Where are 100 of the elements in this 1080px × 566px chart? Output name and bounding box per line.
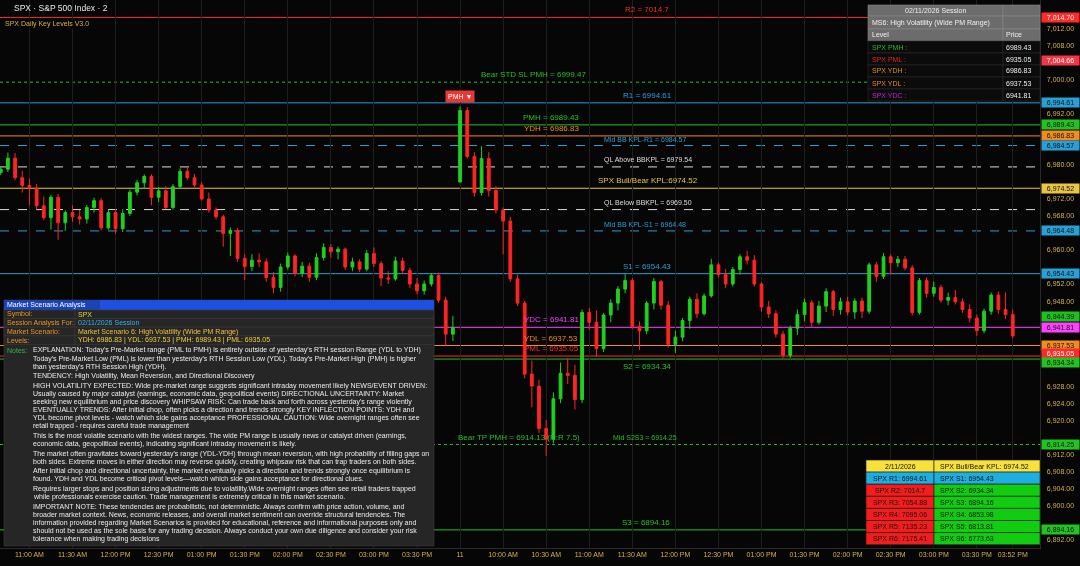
candlestick (558, 362, 563, 404)
candlestick (70, 204, 75, 223)
candlestick (1010, 309, 1015, 339)
candlestick (910, 264, 915, 316)
candlestick (92, 197, 96, 214)
candlestick (63, 209, 68, 232)
candlestick (888, 253, 893, 276)
candlestick (99, 197, 104, 231)
candlestick (41, 195, 46, 221)
candlestick (350, 257, 355, 272)
candlestick (795, 309, 800, 336)
candlestick (608, 298, 613, 323)
candlestick (680, 317, 685, 342)
candlestick (967, 303, 972, 323)
candlestick (163, 185, 168, 210)
candlestick (407, 267, 412, 289)
candlestick (386, 270, 391, 285)
candlestick (644, 300, 649, 335)
candlestick (651, 277, 656, 310)
candlestick (695, 292, 699, 319)
chart-title: SPX · S&P 500 Index · 2 (14, 2, 108, 13)
candlestick (659, 279, 663, 310)
candlestick (336, 246, 340, 260)
candlestick (13, 152, 17, 181)
candlestick (271, 271, 276, 294)
candlestick (666, 300, 671, 349)
candlestick (178, 167, 183, 190)
candlestick (723, 268, 728, 289)
candlestick (537, 379, 541, 434)
candlestick (730, 266, 735, 288)
candlestick (924, 276, 929, 299)
candlestick (465, 106, 470, 160)
ref-line-label: S1 = 6954.43 (623, 262, 672, 271)
candlestick (623, 273, 628, 294)
candlestick (716, 262, 721, 279)
candlestick (709, 258, 714, 299)
candlestick (106, 209, 111, 231)
candlestick (817, 300, 821, 326)
candlestick (34, 183, 39, 211)
candlestick (515, 274, 520, 307)
candlestick (120, 208, 125, 233)
candlestick (838, 297, 843, 316)
candlestick (257, 252, 261, 268)
candlestick (171, 183, 175, 211)
candlestick (415, 277, 419, 295)
candlestick (529, 360, 534, 408)
candlestick (479, 145, 484, 197)
candlestick (228, 226, 233, 257)
candlestick (874, 261, 879, 283)
candlestick (752, 254, 757, 288)
ref-line-label: YDH = 6986.83 (524, 124, 580, 133)
candlestick (867, 262, 872, 315)
candlestick (192, 173, 197, 188)
candlestick (84, 204, 89, 225)
candlestick (845, 296, 850, 316)
candlestick (616, 285, 620, 311)
candlestick (860, 297, 864, 319)
candlestick (429, 272, 434, 288)
candlestick (264, 257, 269, 283)
candlestick (472, 151, 477, 198)
ref-line-label: PMH = 6989.43 (523, 113, 580, 122)
candlestick (0, 166, 3, 176)
candlestick (206, 192, 211, 214)
candlestick (443, 296, 448, 347)
candlestick (960, 297, 965, 314)
candlestick (738, 253, 742, 276)
candlestick (149, 173, 154, 206)
candlestick (221, 214, 226, 248)
candlestick (328, 243, 333, 259)
candlestick (278, 263, 283, 293)
candlestick (996, 291, 1001, 315)
candlestick (788, 325, 793, 359)
candlestick (881, 252, 886, 280)
candlestick (766, 300, 771, 319)
candlestick (601, 312, 606, 353)
candlestick (745, 250, 750, 265)
candlestick (422, 280, 427, 296)
candlestick (293, 253, 297, 277)
candlestick (824, 287, 828, 313)
candlestick (508, 216, 513, 283)
candlestick (49, 194, 53, 231)
candlestick (400, 257, 405, 275)
candlestick (494, 185, 498, 214)
candlestick (185, 167, 190, 181)
candlestick (343, 246, 348, 271)
candlestick (759, 281, 764, 313)
candlestick (989, 291, 994, 316)
candlestick (242, 253, 247, 281)
candlestick (314, 252, 319, 281)
candlestick (673, 330, 678, 354)
ref-line-label: SPX Bull/Bear KPL:6974.52 (598, 176, 698, 185)
candlestick (587, 307, 592, 331)
candlestick (544, 419, 549, 457)
candlestick (135, 179, 139, 197)
ref-line-label: S3 = 6894.16 (622, 518, 671, 527)
candlestick (27, 178, 32, 206)
candlestick (156, 186, 161, 203)
candlestick (307, 262, 312, 283)
candlestick (393, 256, 398, 282)
candlestick (56, 193, 61, 241)
